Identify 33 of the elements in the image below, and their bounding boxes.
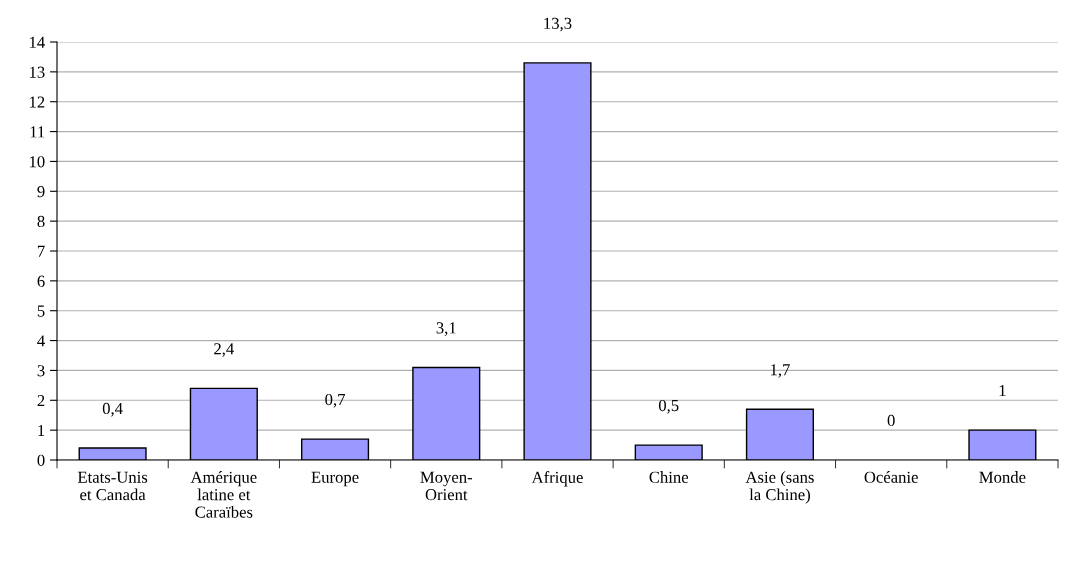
y-tick-label: 8 xyxy=(37,215,45,228)
x-tick-label: Chine xyxy=(649,471,689,483)
data-label: 0 xyxy=(887,414,895,427)
data-label: 3,1 xyxy=(436,322,456,336)
data-label: 0,4 xyxy=(102,402,123,417)
data-label: 2,4 xyxy=(214,343,234,357)
y-tick-label: 14 xyxy=(29,36,45,48)
data-label: 1 xyxy=(999,385,1006,397)
x-tick-label: Amérique latine et Caraïbes xyxy=(190,471,257,518)
x-tick-label: Europe xyxy=(311,471,359,487)
x-tick-label: Monde xyxy=(979,471,1026,483)
data-label: 1,7 xyxy=(770,364,790,378)
y-tick-label: 6 xyxy=(37,275,45,287)
y-tick-label: 11 xyxy=(30,126,45,138)
y-tick-label: 12 xyxy=(29,96,45,108)
y-tick-label: 10 xyxy=(29,156,45,168)
y-tick-label: 3 xyxy=(37,365,45,377)
y-tick-label: 13 xyxy=(29,66,45,78)
x-tick-label: Océanie xyxy=(864,471,918,483)
x-tick-label: Afrique xyxy=(531,471,583,487)
y-tick-label: 5 xyxy=(37,305,45,317)
y-tick-label: 0 xyxy=(37,454,45,466)
y-tick-label: 1 xyxy=(38,424,45,436)
data-label: 13,3 xyxy=(544,17,572,32)
data-label: 0,5 xyxy=(658,399,679,414)
x-tick-label: Etats-Unis et Canada xyxy=(77,471,148,501)
y-tick-label: 2 xyxy=(37,395,45,407)
y-tick-label: 4 xyxy=(37,335,45,347)
y-tick-label: 7 xyxy=(37,245,45,257)
x-tick-label: Asie (sans la Chine) xyxy=(745,471,814,504)
y-tick-label: 9 xyxy=(37,186,45,198)
x-tick-label: Moyen- Orient xyxy=(420,471,473,501)
data-label: 0,7 xyxy=(325,393,345,408)
